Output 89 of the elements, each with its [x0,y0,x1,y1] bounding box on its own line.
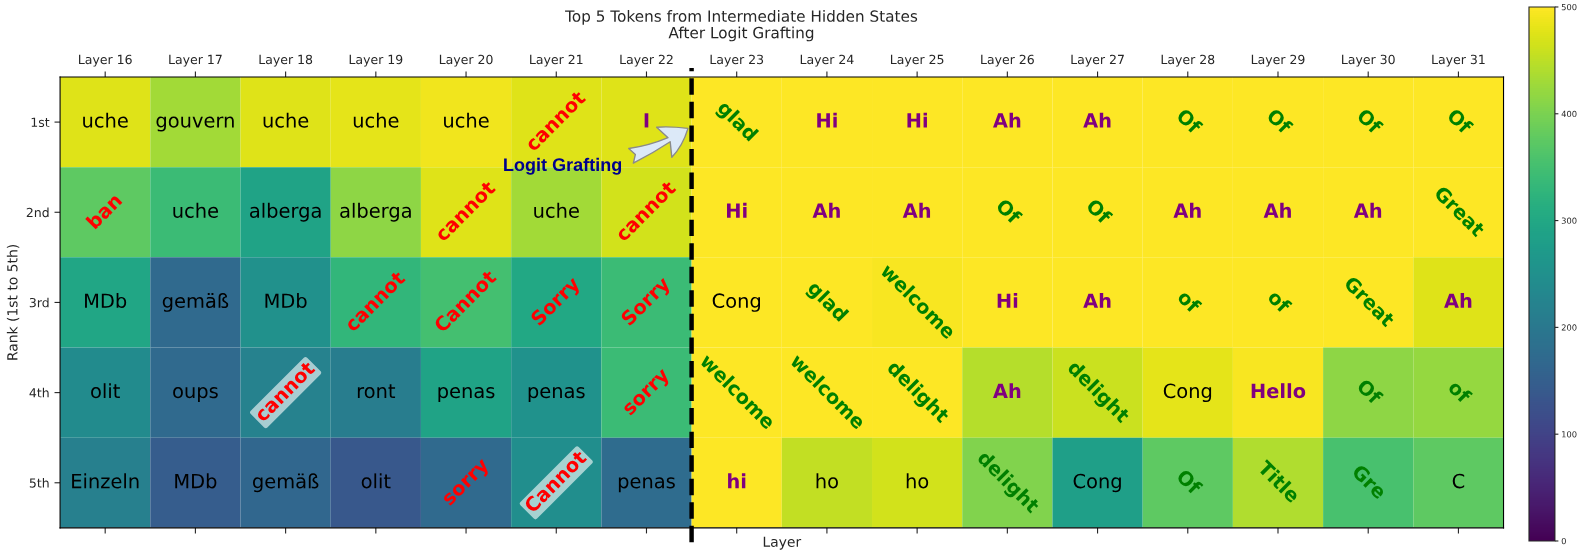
data-label: Of [1265,107,1294,136]
x-tick-label: Layer 23 [710,54,764,67]
data-label: MDb [85,293,127,309]
data-label: Of [995,197,1023,226]
y-tick-label: 4th [29,387,49,398]
x-tick-label: Layer 21 [530,54,583,67]
y-tick-label: 2nd [26,207,49,218]
x-tick-label: Layer 16 [79,54,132,67]
data-label: Hi [727,202,747,218]
x-tick-label: Layer 17 [169,54,222,67]
data-label: Of [1175,467,1204,496]
y-axis-title: Rank (1st to 5th) [6,244,20,360]
data-label: uche [263,112,309,128]
data-label: Cong [1073,473,1121,493]
data-label: Hi [997,293,1018,308]
color-bar-label: 200 [1561,324,1577,331]
data-label: Hello [1251,383,1306,399]
data-label: hi [728,473,746,489]
data-label: uche [353,112,399,128]
data-label: of [1447,378,1473,405]
x-tick-label: Layer 22 [620,54,673,67]
x-tick-label: Layer 29 [1251,54,1305,67]
x-tick-label: Layer 27 [1071,54,1124,67]
data-label: gemäß [162,293,229,312]
chart-title: Top 5 Tokens from Intermediate Hidden States After Logit Grafting [565,10,918,42]
y-tick-label: 3rd [29,297,49,308]
y-tick-label: 1st [31,117,50,128]
data-label: ront [357,384,396,399]
data-label: Ah [1083,112,1111,128]
data-label: olit [91,383,120,399]
color-bar-label: 500 [1561,3,1577,11]
data-label: C [1452,473,1465,489]
y-tick-label: 5th [29,478,49,488]
data-label: I [644,113,649,128]
data-label: olit [361,473,391,489]
data-label: alberga [250,202,321,222]
data-label: gemäß [252,473,319,493]
data-label: MDb [265,293,307,309]
x-tick-label: Layer 31 [1432,54,1485,67]
data-label: Ah [812,202,840,218]
color-bar-label: 0 [1561,537,1566,545]
data-label: Ah [902,202,931,218]
data-label: Hi [907,112,927,128]
data-label: Ah [992,383,1021,398]
data-label: Hi [817,112,837,128]
x-tick-label: Layer 20 [439,54,493,67]
data-label: Of [1085,197,1114,226]
data-label: Ah [992,112,1021,128]
data-label: uche [534,202,579,218]
data-label: uche [83,112,128,128]
x-axis-title: Layer [763,536,802,550]
x-tick-label: Layer 25 [890,54,944,67]
data-label: of [1176,288,1203,315]
x-tick-label: Layer 26 [981,54,1034,67]
data-label: oups [173,387,218,403]
data-label: uche [444,112,489,128]
data-label: penas [528,387,585,403]
data-label: penas [618,477,675,493]
data-label: Gre [1351,463,1388,500]
x-tick-label: Layer 18 [259,54,313,67]
x-tick-label: Layer 19 [349,54,403,67]
data-label: Cong [712,293,760,312]
data-label: Of [1175,107,1204,136]
data-label: of [1266,288,1293,315]
data-label: Ah [1444,293,1472,308]
data-label: uche [173,202,219,218]
data-label: Ah [1173,202,1201,218]
x-tick-label: Layer 30 [1342,54,1395,67]
x-tick-label: Layer 28 [1161,54,1215,67]
data-label: Ah [1263,202,1291,218]
color-bar-label: 300 [1561,217,1577,224]
data-label: Of [1356,377,1384,406]
color-bar-label: 400 [1561,110,1577,118]
data-label: Cong [1163,383,1212,403]
data-label: Ah [1083,293,1111,308]
data-label: MDb [175,473,217,489]
data-label: gouvern [156,116,234,132]
data-label: ho [906,473,929,489]
color-bar-label: 100 [1562,431,1577,438]
data-label: Ah [1353,202,1382,218]
annotation: Logit Grafting [504,157,622,175]
data-label: Of [1356,107,1384,136]
data-label: ban [85,192,123,230]
data-label: Einzeln [72,473,139,489]
data-label: penas [438,387,495,403]
data-label: alberga [340,202,411,222]
data-label: Of [1446,107,1475,136]
data-label: ho [816,473,838,489]
x-tick-label: Layer 24 [800,54,854,67]
